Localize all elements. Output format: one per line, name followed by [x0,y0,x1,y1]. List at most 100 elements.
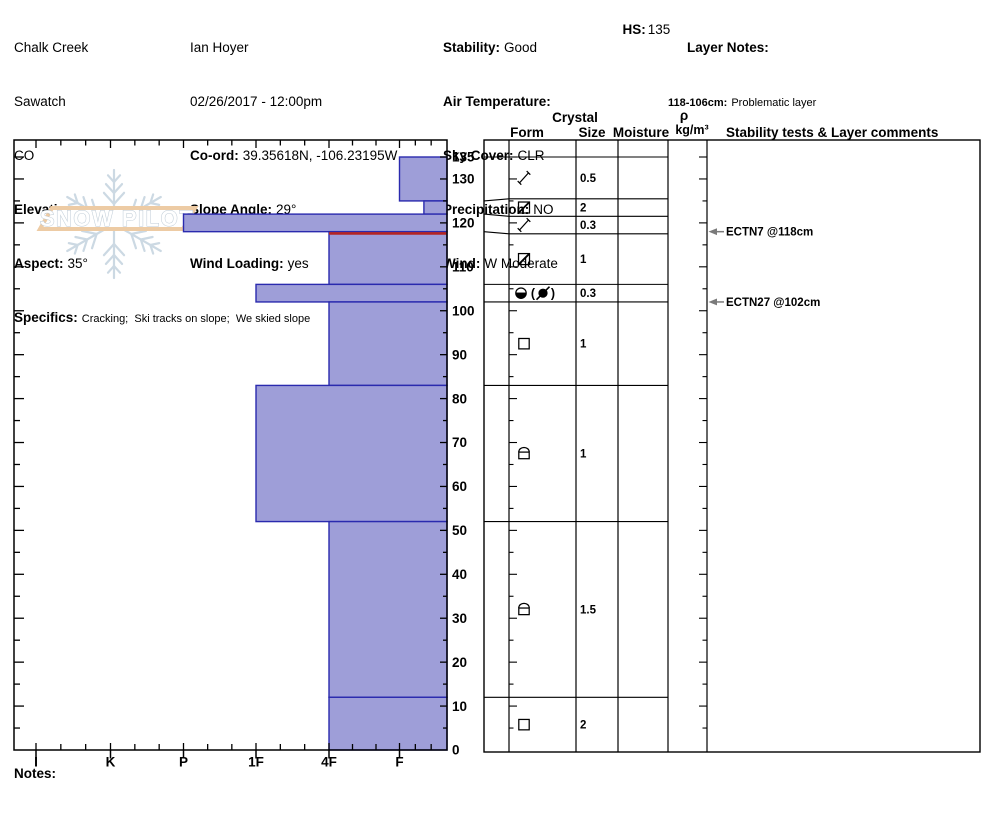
precip-value: NO [533,202,554,217]
hs-value: 135 [647,22,671,37]
aspect-label: Aspect: [14,256,64,271]
grain-size-value: 1 [580,254,587,266]
specifics-row: Specifics: Cracking; Ski tracks on slope;… [14,309,310,328]
layer-row-line [483,198,668,202]
grain-size-value: 0.5 [580,173,597,185]
slope-angle-value: 29° [276,202,297,217]
specifics-label: Specifics: [14,310,78,325]
header-observer-block: Ian Hoyer 02/26/2017 - 12:00pm Co-ord: 39… [190,3,397,291]
grain-size-value: 1.5 [580,604,597,616]
air-temp-label: Air Temperature: [443,94,551,109]
depth-axis-label: 10 [452,699,467,714]
layer-row-line [483,231,668,235]
density-header: ρ [680,108,688,123]
stability-label: Stability: [443,40,501,55]
wind-loading-value: yes [287,256,309,271]
layer-note-range: 118-106cm: [668,97,728,109]
layer-bar [328,301,448,387]
stability-test-annotation: ECTN7 @118cm [726,227,813,239]
depth-axis-label: 0 [452,743,460,758]
stability-row: Stability: Good [443,39,558,57]
hs-label: HS: [622,22,646,37]
observation-datetime: 02/26/2017 - 12:00pm [190,94,323,109]
grain-form-glyph-slash [519,172,529,184]
layer-bar [328,696,448,751]
layer-bar [182,213,448,233]
depth-axis-label: 60 [452,479,467,494]
specifics-value: Cracking; Ski tracks on slope; We skied … [81,313,311,325]
form-header: Form [510,125,544,140]
grain-form-glyph-dome [518,446,530,453]
grain-size-value: 1 [580,339,587,351]
depth-axis-label: 120 [452,216,475,231]
test-arrow-icon [708,228,717,236]
grain-form-paren: ( [531,287,536,301]
grain-size-value: 2 [580,203,586,215]
wind-loading-label: Wind Loading: [190,256,284,271]
sky-cover-row: Sky Cover: CLR [443,147,558,165]
hardness-axis-label: K [106,754,116,769]
depth-axis-label: 80 [452,391,467,406]
hardness-axis-label: P [179,754,188,769]
layer-bar [328,230,448,286]
layer-table-border [483,139,981,753]
slope-angle-label: Slope Angle: [190,202,273,217]
stability-value: Good [504,40,538,55]
coord-label: Co-ord: [190,148,239,163]
grain-form-glyph-slash-serif [526,217,531,223]
precip-row: Precipitation: NO [443,201,558,219]
depth-axis-label: 135 [452,150,475,165]
depth-axis-label: 110 [452,260,474,275]
layer-bar [255,384,448,523]
hardness-axis-label: 1F [248,754,264,769]
grain-form-glyph-square [518,337,530,350]
layer-bar [328,520,448,698]
hardness-axis-label: 4F [321,754,337,769]
hardness-axis-label: I [34,754,38,769]
density-units-header: kg/m³ [675,123,708,137]
depth-axis-label: 90 [452,347,467,362]
grain-form-glyph-square-base [518,607,530,616]
logo-band [36,206,199,231]
grain-form-glyph-mf-slash [535,286,551,301]
layer-row-line [483,213,668,217]
comments-header: Stability tests & Layer comments [726,125,938,140]
grain-form-glyph-diagonal [518,253,530,265]
grain-form-glyph-dome [518,602,530,609]
grain-form-glyph-square [517,201,531,214]
chart-border [13,139,448,751]
grain-form-paren: ) [551,287,555,301]
grain-size-value: 0.3 [580,220,596,232]
stability-test-annotation: ECTN27 @102cm [726,297,820,309]
test-arrow-icon [708,298,717,306]
air-temp-row: Air Temperature: [443,93,558,111]
header-hs-block: HS: 135 [615,3,671,39]
logo-wordmark: SNOW PILOT [40,206,194,231]
size-header: Size [578,125,606,140]
wind-label: Wind: [443,256,481,271]
grain-form-glyph-diagonal [518,201,530,214]
grain-form-glyph-crust-fill [515,293,527,299]
depth-axis-label: 130 [452,172,475,187]
mountain-range: Sawatch [14,94,66,109]
depth-axis-label: 50 [452,523,467,538]
slope-angle-row: Slope Angle: 29° [190,201,397,219]
aspect-value: 35° [67,256,88,271]
precip-label: Precipitation: [443,202,530,217]
header-layer-notes-block: Layer Notes: 118-106cm: Problematic layer [668,3,816,128]
depth-axis-label: 30 [452,611,467,626]
grain-form-glyph-square-base [518,451,530,460]
layer-notes-title: Layer Notes: [687,40,769,55]
state: CO [14,148,35,163]
observer-name: Ian Hoyer [190,40,249,55]
header-location-block: Chalk Creek Sawatch CO Elevation: Aspect… [14,3,310,346]
grain-form-glyph-slash-serif [526,170,531,176]
depth-axis-label: 100 [452,303,475,318]
coord-value: 39.35618N, -106.23195W [242,148,398,163]
layer-bar [398,156,448,202]
layer-bar [423,200,448,215]
sky-cover-value: CLR [517,148,545,163]
depth-axis-label: 70 [452,435,467,450]
